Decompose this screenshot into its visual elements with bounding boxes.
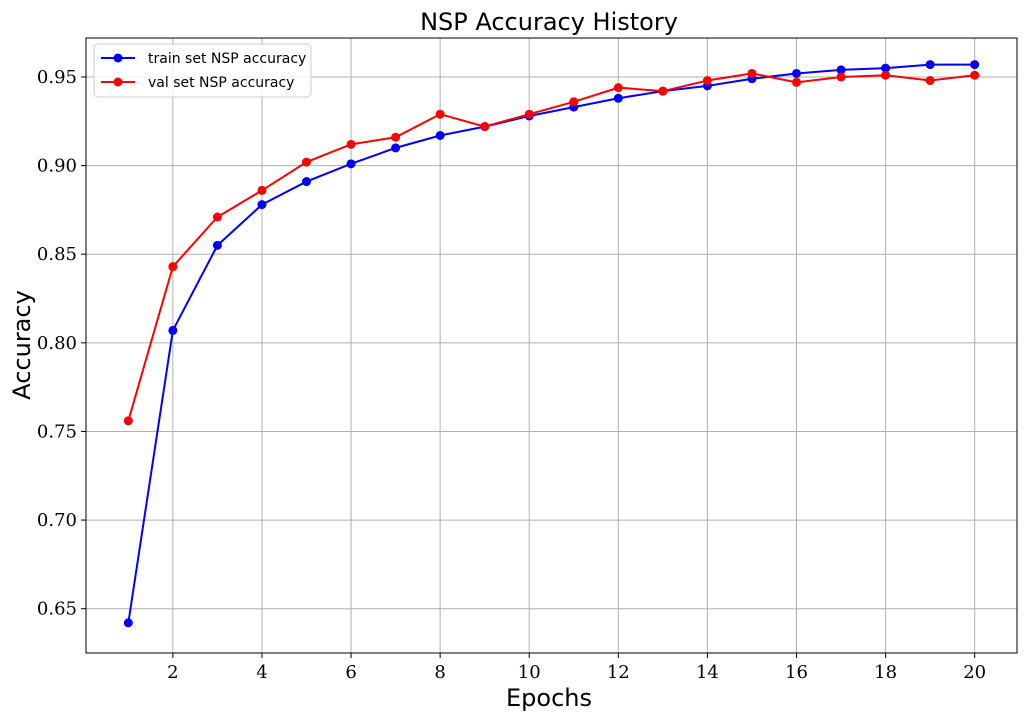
y-tick-label: 0.70: [37, 510, 77, 531]
y-axis-label: Accuracy: [8, 290, 36, 400]
x-tick-label: 10: [518, 662, 541, 683]
val-data-point: [257, 185, 267, 195]
val-data-point: [970, 70, 980, 80]
x-tick-label: 18: [874, 662, 897, 683]
train-data-point: [346, 159, 356, 169]
val-series-line: [127, 72, 975, 422]
val-data-point: [480, 122, 490, 132]
val-data-point: [613, 83, 623, 93]
val-data-point: [123, 416, 133, 426]
train-data-point: [881, 63, 891, 73]
x-tick-label: 16: [785, 662, 808, 683]
train-data-point: [925, 60, 935, 70]
val-data-point: [925, 76, 935, 86]
val-data-point: [658, 86, 668, 96]
train-data-point: [792, 68, 801, 78]
train-data-point: [123, 618, 133, 628]
val-data-point: [836, 72, 846, 82]
x-tick-label: 4: [256, 662, 267, 683]
y-tick-label: 0.90: [37, 156, 77, 177]
legend-label-train: train set NSP accuracy: [148, 51, 306, 67]
x-tick-label: 6: [345, 662, 356, 683]
plot-area-frame: [85, 37, 1018, 654]
legend-label-val: val set NSP accuracy: [148, 75, 294, 91]
legend-marker-val: [113, 77, 123, 87]
val-data-point: [435, 109, 445, 119]
val-data-point: [391, 132, 401, 142]
axis-ticks: 2 4 6 8 10 12 14 16 18 20 0.65 0.70 0.75 0.80 0.85 0.90…: [37, 67, 986, 683]
val-data-point: [702, 76, 712, 86]
chart-title: NSP Accuracy History: [420, 8, 678, 36]
legend-box: [93, 43, 312, 98]
train-data-point: [836, 65, 846, 75]
val-data-point: [302, 157, 311, 167]
x-tick-label: 20: [963, 662, 986, 683]
train-data-point: [613, 93, 623, 103]
train-data-point: [970, 60, 980, 70]
train-data-point: [435, 130, 445, 140]
val-data-point: [792, 77, 801, 87]
train-data-point: [212, 240, 222, 250]
train-data-point: [391, 143, 401, 153]
grid-lines: [86, 38, 1017, 653]
x-tick-label: 12: [607, 662, 630, 683]
y-tick-label: 0.85: [37, 244, 77, 265]
y-tick-label: 0.75: [37, 421, 77, 442]
y-tick-label: 0.65: [37, 599, 77, 620]
val-data-point: [346, 139, 356, 149]
plot-series: [123, 60, 980, 628]
train-data-point: [302, 177, 311, 187]
x-tick-label: 8: [434, 662, 445, 683]
x-tick-label: 2: [167, 662, 178, 683]
train-data-point: [257, 200, 267, 210]
val-data-point: [881, 70, 891, 80]
legend-marker-train: [113, 53, 123, 63]
x-tick-label: 14: [696, 662, 719, 683]
val-data-point: [212, 212, 222, 222]
val-data-point: [168, 262, 178, 272]
train-data-point: [168, 325, 178, 335]
y-tick-label: 0.95: [37, 67, 77, 88]
val-data-point: [524, 109, 534, 119]
x-axis-label: Epochs: [506, 684, 592, 712]
chart-legend: train set NSP accuracy val set NSP accur…: [93, 43, 312, 98]
train-series-line: [127, 63, 975, 624]
y-tick-label: 0.80: [37, 333, 77, 354]
val-data-point: [569, 97, 579, 107]
val-data-point: [747, 68, 757, 78]
